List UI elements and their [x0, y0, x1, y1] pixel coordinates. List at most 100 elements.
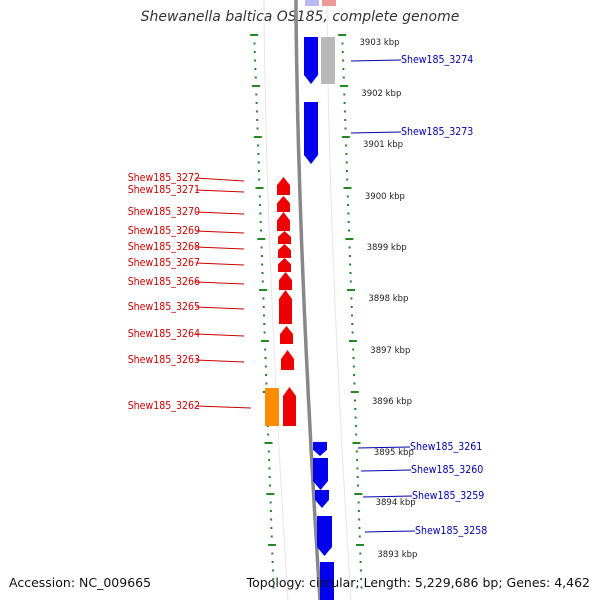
tick-left: [260, 255, 263, 257]
tick-right: [350, 297, 353, 300]
tick-right: [350, 391, 359, 393]
tick-left: [264, 357, 267, 359]
scale-label: 3902 kbp: [361, 89, 401, 99]
tick-right: [342, 68, 345, 70]
gene-label-leader: [195, 230, 245, 234]
gene-label-forward: Shew185_3259: [412, 490, 484, 502]
tick-right: [354, 493, 363, 495]
tick-left: [269, 510, 272, 512]
tick-right: [347, 289, 356, 291]
tick-right: [348, 229, 350, 232]
tick-left: [259, 289, 268, 291]
scale-label: 3898 kbp: [368, 294, 408, 304]
tick-right: [349, 263, 352, 266]
tick-left: [257, 144, 260, 147]
tick-right: [354, 408, 357, 410]
gene-label-leader: [195, 306, 245, 310]
tick-left: [260, 246, 263, 249]
gene-reverse: [277, 212, 290, 231]
tick-left: [269, 501, 272, 504]
tick-left: [254, 59, 257, 62]
tick-right: [350, 306, 353, 308]
tick-left: [261, 263, 264, 266]
scale-label: 3901 kbp: [363, 140, 403, 150]
genome-stats-text: Topology: circular; Length: 5,229,686 bp…: [246, 575, 590, 590]
track-edge-right: [326, 0, 352, 600]
tick-left: [271, 552, 274, 555]
scale-label: 3897 kbp: [370, 346, 410, 356]
tick-left: [255, 187, 264, 189]
tick-left: [269, 484, 271, 487]
gene-pseudo: [265, 388, 279, 426]
gene-forward-partial-bottom: [320, 562, 334, 600]
gene-label-reverse: Shew185_3263: [128, 354, 200, 366]
scale-labels: 3903 kbp 3902 kbp 3901 kbp 3900 kbp 3899 kbp…: [360, 38, 418, 560]
tick-right: [338, 34, 347, 36]
tick-left: [250, 34, 259, 36]
tick-left: [254, 68, 257, 70]
tick-right: [349, 272, 352, 274]
scale-label: 3896 kbp: [372, 397, 412, 407]
gene-label-leader: [357, 446, 411, 449]
gene-other: [321, 37, 335, 84]
tick-right: [359, 561, 362, 563]
backbone-track: [263, 0, 352, 600]
tick-right: [342, 76, 345, 79]
gene-label-reverse: Shew185_3268: [128, 241, 200, 253]
tick-left: [271, 561, 274, 563]
gene-label-leader: [350, 131, 402, 134]
tick-right: [360, 578, 363, 580]
gene-label-leader: [195, 262, 245, 266]
gene-label-leader: [364, 530, 416, 533]
tick-left: [257, 161, 260, 164]
tick-right: [356, 459, 359, 461]
tick-right: [353, 374, 356, 376]
tick-right: [358, 527, 361, 529]
tick-right: [345, 161, 348, 164]
tick-left: [259, 204, 262, 206]
backbone-line: [294, 0, 322, 600]
tick-right: [341, 42, 344, 45]
tick-right: [348, 246, 351, 249]
tick-right: [357, 484, 359, 487]
tick-right: [343, 187, 352, 189]
tick-left: [270, 518, 273, 521]
tick-right: [343, 93, 346, 96]
tick-right: [360, 586, 363, 589]
tick-left: [264, 348, 267, 351]
gene-label-leader: [195, 333, 245, 337]
tick-right: [344, 119, 347, 121]
tick-right: [354, 425, 357, 427]
tick-left: [272, 586, 275, 589]
tick-right: [359, 569, 362, 572]
tick-right: [353, 382, 356, 385]
gene-label-leader: [195, 359, 245, 363]
tick-left: [255, 110, 258, 113]
gene-label-leader: [195, 189, 245, 193]
tick-right: [345, 153, 348, 155]
tick-left: [256, 119, 259, 121]
gene-label-reverse: Shew185_3269: [128, 225, 200, 237]
gene-label-reverse: Shew185_3272: [128, 172, 200, 184]
tick-right: [345, 144, 348, 147]
tick-right: [357, 510, 360, 512]
tick-right: [341, 51, 344, 53]
gene-forward-partial: [305, 0, 319, 6]
tick-right: [354, 416, 357, 419]
tick-right: [352, 365, 355, 368]
gene-label-leader: [195, 246, 245, 250]
tick-right: [356, 544, 364, 546]
tick-left: [261, 280, 264, 283]
gene-label-leader: [195, 177, 245, 182]
gene-reverse: [281, 350, 294, 370]
tick-left: [270, 527, 273, 529]
tick-left: [261, 272, 264, 274]
tick-left: [268, 476, 271, 478]
tick-right: [343, 110, 346, 113]
tick-right: [348, 255, 351, 257]
tick-left: [272, 578, 275, 580]
tick-right: [358, 518, 361, 521]
gene-label-forward: Shew185_3261: [410, 441, 482, 453]
